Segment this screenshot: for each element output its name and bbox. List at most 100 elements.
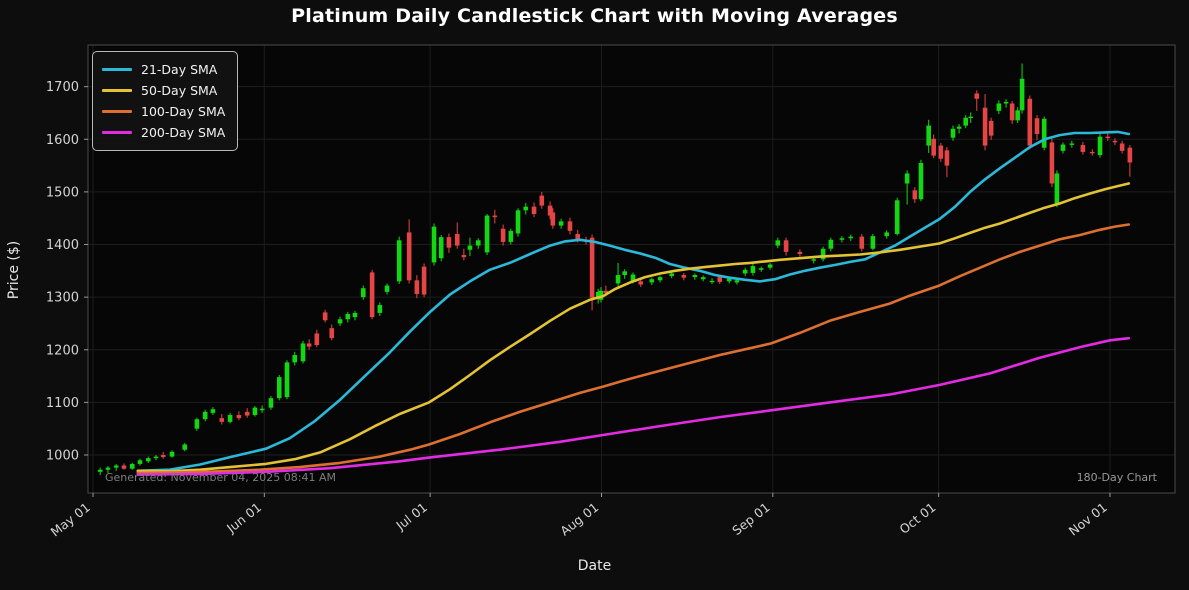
candle-body (431, 226, 437, 263)
plot-border (87, 44, 1176, 494)
candle-body (1049, 142, 1055, 184)
y-axis-title: Price ($) (6, 240, 22, 300)
candle-body (145, 458, 151, 462)
candle-body (515, 210, 521, 234)
candle-body (598, 290, 604, 300)
candle-body (1112, 140, 1118, 143)
sma-line-50-day-sma (136, 182, 1131, 473)
candle-body (500, 228, 506, 242)
x-tick-label: Jun 01 (223, 500, 264, 537)
candle-body (121, 465, 127, 469)
candle-body (1019, 78, 1025, 111)
candle-body (649, 279, 655, 283)
candle-body (657, 277, 663, 281)
candle-body (726, 278, 732, 282)
candle-body (615, 275, 621, 284)
candle-body (210, 409, 216, 413)
legend-label: 21-Day SMA (141, 62, 218, 77)
candle-body (461, 255, 467, 258)
candle-body (1080, 145, 1086, 152)
candle-body (558, 221, 564, 226)
plot-area (88, 45, 1175, 493)
candle-body (811, 259, 817, 261)
candle-body (539, 195, 545, 206)
candle-body (1105, 136, 1111, 139)
candle-body (820, 248, 826, 260)
candle-body (1127, 147, 1133, 163)
y-tick-label: 1400 (46, 238, 79, 253)
candle-body (421, 266, 427, 295)
candle-body (105, 467, 111, 470)
candle-body (1009, 103, 1015, 121)
candle-body (1041, 118, 1047, 148)
candle-body (926, 125, 931, 146)
candle-body (938, 145, 944, 159)
y-tick-label: 1100 (46, 396, 79, 411)
candle-body (603, 290, 609, 293)
candle-body (1015, 110, 1020, 121)
candle-body (194, 419, 200, 429)
candle-body (169, 451, 175, 457)
candle-body (870, 236, 876, 249)
candle-body (113, 465, 119, 468)
candle-body (396, 240, 402, 282)
legend: 21-Day SMA 50-Day SMA 100-Day SMA 200-Da… (92, 51, 239, 151)
sma50-line-swatch (102, 89, 132, 92)
x-tick-label: Oct 01 (897, 500, 939, 537)
candle-body (369, 272, 375, 318)
candle-body (406, 232, 412, 281)
sma200-line-swatch (102, 131, 132, 134)
sma100-line-swatch (102, 110, 132, 113)
candle-body (974, 93, 980, 99)
candle-body (438, 237, 444, 259)
candle-body (950, 128, 956, 138)
candle-body (236, 415, 242, 419)
candle-body (531, 206, 537, 215)
candle-body (918, 162, 924, 200)
candle-body (329, 328, 335, 339)
chart-range-label: 180-Day Chart (1076, 471, 1157, 484)
candle-body (848, 236, 854, 239)
candle-body (1034, 118, 1040, 135)
sma21-line-swatch (102, 68, 132, 71)
candle-body (709, 280, 715, 283)
generated-timestamp: Generated: November 04, 2025 08:41 AM (105, 471, 336, 484)
candle-body (1097, 136, 1103, 156)
candle-body (300, 343, 306, 362)
legend-label: 200-Day SMA (141, 125, 226, 140)
candle-body (337, 319, 343, 324)
candle-body (669, 273, 674, 277)
candle-body (1027, 98, 1033, 146)
candle-body (996, 103, 1002, 111)
candle-body (244, 411, 250, 416)
y-tick-label: 1300 (46, 291, 79, 306)
candle-body (988, 120, 994, 136)
x-axis-title: Date (577, 558, 612, 574)
y-tick-label: 1000 (46, 449, 79, 464)
gridlines (88, 45, 1175, 493)
candle-body (467, 245, 473, 250)
y-tick-label: 1600 (46, 133, 79, 148)
candle-body (575, 233, 581, 240)
candle-body (276, 377, 282, 399)
candle-body (508, 230, 514, 242)
candle-body (904, 173, 910, 184)
candle-body (734, 280, 740, 283)
candle-body (767, 264, 773, 268)
candle-body (1069, 143, 1075, 145)
sma-line-200-day-sma (136, 336, 1131, 476)
candle-body (97, 469, 103, 472)
candle-body (182, 444, 188, 450)
candle-body (717, 277, 723, 282)
y-tick-label: 1700 (46, 80, 79, 95)
candle-body (523, 206, 529, 211)
x-tick-label: May 01 (48, 500, 93, 540)
candle-body (982, 107, 988, 146)
candle-body (352, 312, 358, 318)
candle-body (446, 237, 452, 248)
candle-body (292, 355, 298, 363)
candle-body (492, 215, 498, 218)
candle-body (968, 116, 973, 119)
candle-body (1054, 173, 1060, 204)
